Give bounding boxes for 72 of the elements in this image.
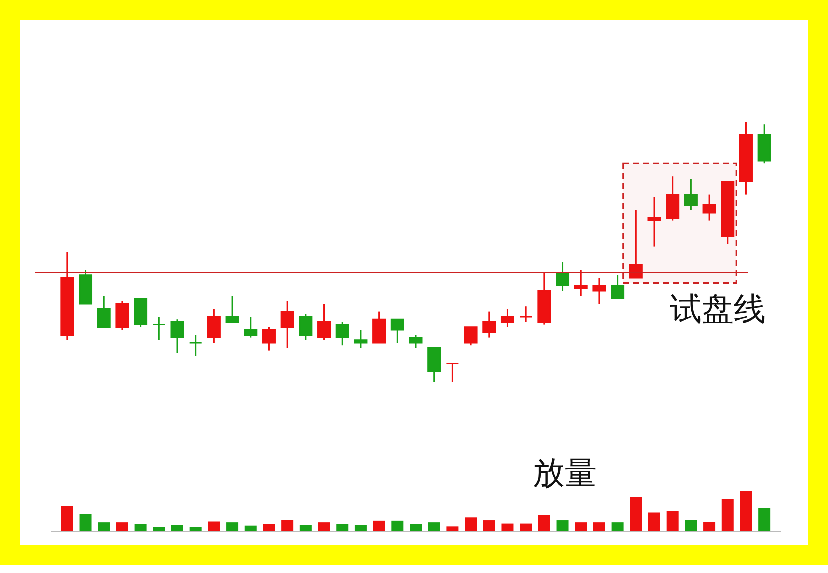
- candlestick: [666, 176, 680, 222]
- bar: [336, 524, 349, 532]
- candlestick: [464, 326, 478, 346]
- candlestick: [519, 306, 533, 323]
- bar: [740, 491, 752, 532]
- bar: [373, 520, 386, 532]
- bar: [428, 522, 440, 532]
- bar: [538, 515, 550, 532]
- annotation: 放量: [533, 454, 597, 492]
- bar: [556, 520, 569, 532]
- candlestick: [372, 311, 386, 344]
- candlestick: [428, 347, 442, 383]
- bar: [300, 525, 312, 532]
- bar: [172, 525, 184, 532]
- bar: [446, 526, 459, 532]
- bar: [483, 520, 496, 532]
- candlestick: [390, 318, 404, 344]
- bar: [226, 522, 239, 532]
- candlestick: [482, 311, 496, 339]
- bar: [722, 499, 734, 532]
- candlestick: [97, 295, 111, 328]
- candlestick: [318, 303, 332, 342]
- bar: [593, 522, 606, 532]
- bar: [520, 524, 532, 532]
- candlestick: [244, 316, 258, 339]
- bar: [575, 522, 588, 532]
- candlestick: [170, 318, 184, 354]
- candlestick: [648, 196, 662, 248]
- bar: [704, 522, 716, 532]
- candlestick: [262, 326, 276, 352]
- candlestick: [336, 321, 350, 346]
- bar: [80, 514, 92, 532]
- candlestick: [684, 178, 698, 212]
- candlestick: [409, 334, 423, 349]
- bar: [282, 520, 294, 532]
- candlestick: [556, 262, 570, 292]
- bar: [263, 524, 276, 532]
- candlestick: [629, 210, 643, 279]
- bar: [648, 512, 660, 532]
- candlestick: [152, 316, 166, 342]
- bar: [612, 522, 624, 532]
- candlestick: [299, 314, 313, 342]
- bar: [61, 506, 74, 532]
- bar: [98, 522, 110, 532]
- bar: [666, 512, 679, 532]
- bar: [392, 520, 404, 532]
- bar: [318, 522, 330, 532]
- ref-line-label: 试盘线: [670, 290, 766, 328]
- candlestick: [611, 274, 625, 300]
- candlestick: [280, 300, 294, 349]
- bar: [410, 524, 422, 532]
- bar: [134, 524, 147, 532]
- bar: [758, 508, 771, 532]
- bar: [685, 520, 698, 532]
- candlestick: [226, 295, 240, 323]
- candlestick: [116, 300, 130, 331]
- bar: [630, 498, 642, 532]
- bar: [354, 525, 367, 532]
- bar: [190, 527, 202, 532]
- bar: [208, 522, 220, 532]
- candlestick: [500, 308, 514, 328]
- candlestick: [207, 308, 221, 344]
- candlestick: [446, 363, 460, 383]
- bar: [116, 522, 128, 532]
- candlestick: [592, 277, 606, 305]
- candlestick: [189, 334, 203, 357]
- candlestick: [574, 269, 588, 297]
- bar: [502, 524, 514, 532]
- bar: [153, 527, 166, 532]
- candlestick: [354, 329, 368, 349]
- candlestick: [702, 194, 716, 222]
- bar: [465, 518, 478, 532]
